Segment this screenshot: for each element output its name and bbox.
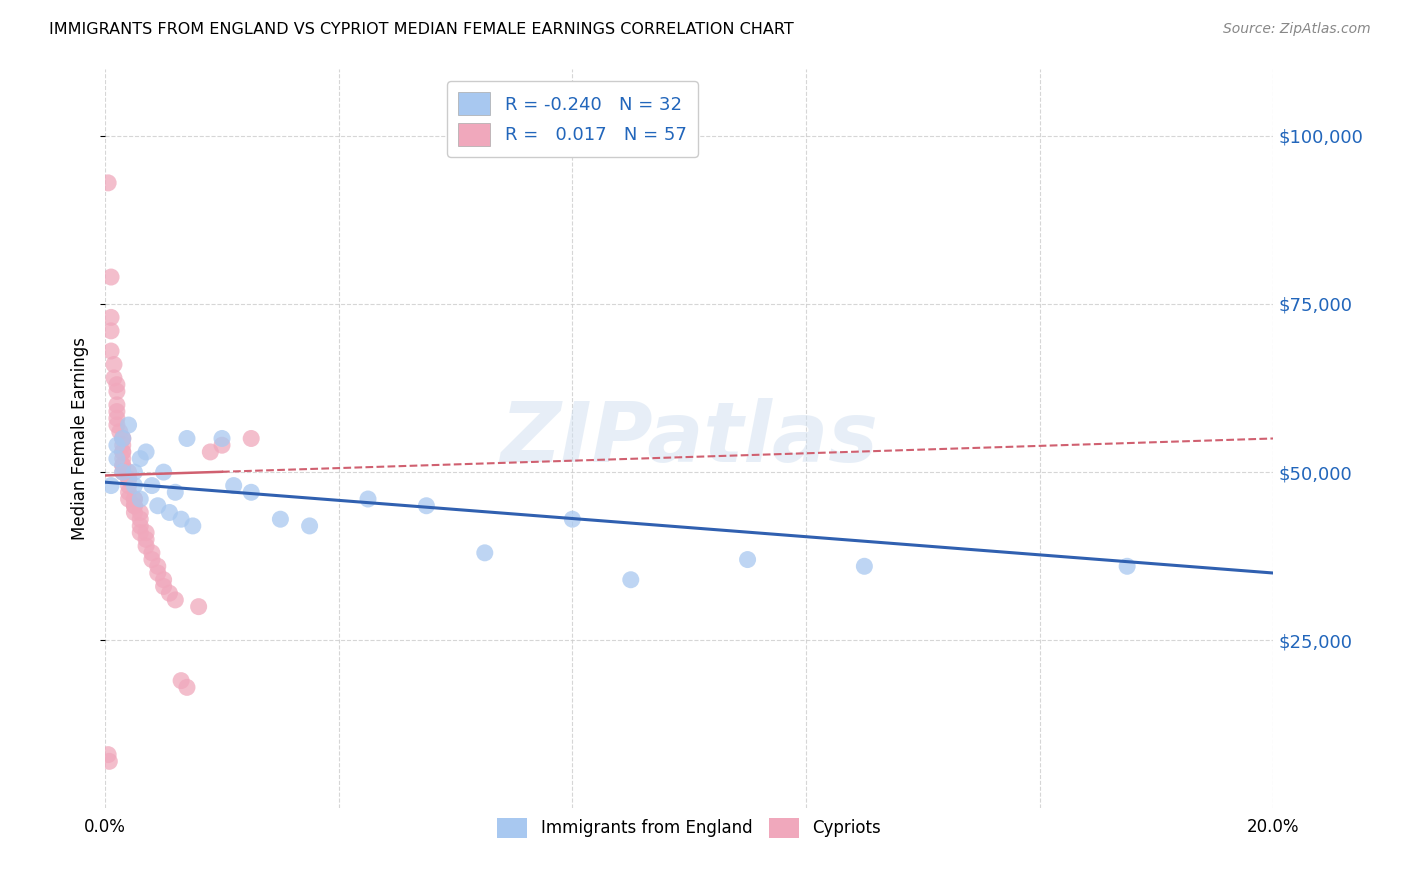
Point <box>111 465 134 479</box>
Point <box>105 451 128 466</box>
Point <box>146 566 169 580</box>
Point <box>853 559 876 574</box>
Point <box>737 552 759 566</box>
Point <box>124 491 146 506</box>
Point <box>200 445 222 459</box>
Point <box>111 432 134 446</box>
Point <box>211 438 233 452</box>
Point <box>152 579 174 593</box>
Point <box>152 465 174 479</box>
Point <box>105 404 128 418</box>
Point <box>129 525 152 540</box>
Point <box>100 310 122 325</box>
Point <box>111 432 134 446</box>
Point <box>129 519 152 533</box>
Point <box>117 417 139 432</box>
Point <box>105 417 128 432</box>
Point <box>211 432 233 446</box>
Point <box>98 755 121 769</box>
Point <box>100 270 122 285</box>
Point <box>111 465 134 479</box>
Point <box>298 519 321 533</box>
Point <box>97 176 120 190</box>
Point <box>117 465 139 479</box>
Point <box>620 573 643 587</box>
Point <box>152 573 174 587</box>
Point <box>124 506 146 520</box>
Point <box>105 438 128 452</box>
Point <box>100 344 122 359</box>
Point <box>1116 559 1139 574</box>
Point <box>129 491 152 506</box>
Point <box>176 432 198 446</box>
Point <box>415 499 437 513</box>
Point <box>146 499 169 513</box>
Point <box>111 445 134 459</box>
Point <box>105 411 128 425</box>
Text: ZIPatlas: ZIPatlas <box>501 398 879 479</box>
Point <box>159 506 181 520</box>
Point <box>135 445 157 459</box>
Point <box>103 358 125 372</box>
Point <box>111 438 134 452</box>
Point <box>176 681 198 695</box>
Point <box>269 512 291 526</box>
Y-axis label: Median Female Earnings: Median Female Earnings <box>72 337 89 540</box>
Point <box>108 425 131 439</box>
Point <box>159 586 181 600</box>
Point <box>561 512 583 526</box>
Point <box>117 485 139 500</box>
Point <box>222 478 245 492</box>
Point <box>117 491 139 506</box>
Point <box>135 533 157 547</box>
Point <box>111 458 134 473</box>
Legend: Immigrants from England, Cypriots: Immigrants from England, Cypriots <box>491 811 887 845</box>
Point <box>117 478 139 492</box>
Point <box>97 747 120 762</box>
Point <box>129 506 152 520</box>
Point <box>240 485 263 500</box>
Point <box>105 398 128 412</box>
Point <box>240 432 263 446</box>
Point <box>141 546 163 560</box>
Point <box>105 377 128 392</box>
Point <box>141 478 163 492</box>
Point <box>111 432 134 446</box>
Point <box>357 491 380 506</box>
Point <box>111 458 134 473</box>
Point <box>117 472 139 486</box>
Point <box>124 499 146 513</box>
Point <box>170 673 193 688</box>
Point <box>103 371 125 385</box>
Point <box>170 512 193 526</box>
Point <box>165 593 187 607</box>
Point <box>181 519 204 533</box>
Point <box>124 499 146 513</box>
Point <box>124 465 146 479</box>
Point <box>187 599 209 614</box>
Text: Source: ZipAtlas.com: Source: ZipAtlas.com <box>1223 22 1371 37</box>
Point <box>105 384 128 399</box>
Point <box>117 472 139 486</box>
Point <box>124 478 146 492</box>
Point <box>100 324 122 338</box>
Point <box>165 485 187 500</box>
Point <box>135 525 157 540</box>
Point <box>135 539 157 553</box>
Point <box>111 451 134 466</box>
Point <box>124 491 146 506</box>
Point <box>111 445 134 459</box>
Point <box>146 559 169 574</box>
Point <box>141 552 163 566</box>
Point <box>100 478 122 492</box>
Point <box>474 546 496 560</box>
Text: IMMIGRANTS FROM ENGLAND VS CYPRIOT MEDIAN FEMALE EARNINGS CORRELATION CHART: IMMIGRANTS FROM ENGLAND VS CYPRIOT MEDIA… <box>49 22 794 37</box>
Point <box>129 512 152 526</box>
Point <box>129 451 152 466</box>
